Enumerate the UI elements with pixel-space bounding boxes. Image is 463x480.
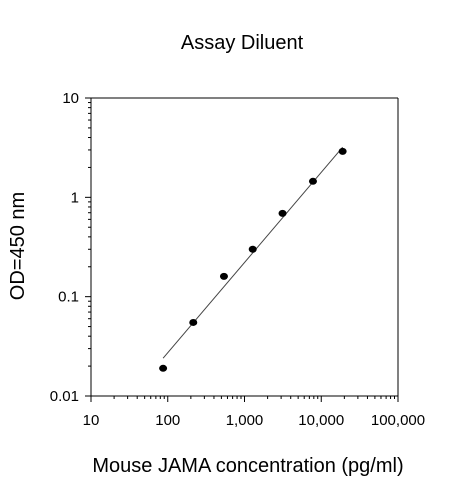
x-tick-label: 10 (83, 412, 100, 429)
y-tick-label: 0.01 (50, 388, 79, 405)
x-tick-label: 10,000 (298, 412, 344, 429)
data-point (159, 364, 168, 372)
x-axis-label: Mouse JAMA concentration (pg/ml) (92, 455, 403, 477)
data-point (189, 318, 198, 326)
y-axis-label: OD=450 nm (7, 192, 29, 300)
y-tick-label: 10 (62, 90, 79, 107)
data-point (338, 147, 347, 155)
y-tick-label: 0.1 (58, 289, 79, 306)
x-tick-label: 100 (155, 412, 180, 429)
chart-title: Assay Diluent (181, 32, 304, 54)
data-point (219, 272, 228, 280)
plot-area: 10 100 1,000 10,000 100,000 0.01 0.1 1 10 (50, 90, 425, 429)
y-tick-label: 1 (71, 189, 79, 206)
x-tick-label: 100,000 (371, 412, 425, 429)
data-point (248, 245, 257, 253)
x-tick-label: 1,000 (226, 412, 264, 429)
data-point (278, 209, 287, 217)
data-point (308, 177, 317, 185)
